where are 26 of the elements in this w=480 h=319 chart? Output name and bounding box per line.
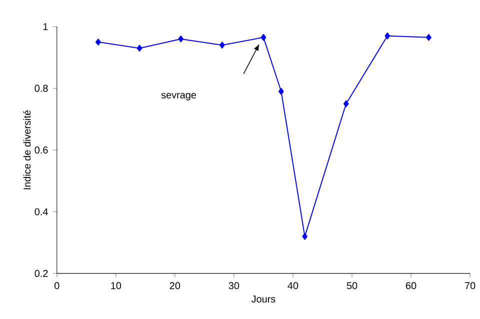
annotation: sevrage (161, 92, 196, 100)
x-tick-label: 20 (170, 282, 180, 289)
x-tick-label: 0 (54, 282, 60, 289)
point (178, 35, 184, 42)
x-tick-label: 40 (288, 282, 298, 289)
point (278, 88, 284, 95)
point (136, 44, 142, 52)
y-tick-label: 0.4 (34, 208, 48, 216)
point (426, 34, 432, 41)
y-tick-label: 0.6 (34, 146, 48, 154)
y-tick-label: 0.8 (34, 84, 48, 92)
x-tick-label: 50 (346, 282, 358, 289)
x-tick-label: 60 (406, 282, 416, 289)
x-tick-label: 70 (465, 282, 476, 289)
point (302, 232, 308, 240)
y-axis-title: Indice de diversité (23, 110, 31, 190)
x-tick-label: 30 (228, 282, 240, 289)
point (343, 100, 349, 108)
x-tick-label: 10 (111, 282, 122, 289)
point (96, 38, 101, 46)
point (260, 34, 266, 41)
point (219, 42, 225, 48)
y-tick-label: 0.2 (34, 270, 48, 277)
point (384, 32, 390, 40)
y-tick-label: 1 (43, 23, 48, 30)
x-axis-title: Jours (251, 295, 276, 302)
